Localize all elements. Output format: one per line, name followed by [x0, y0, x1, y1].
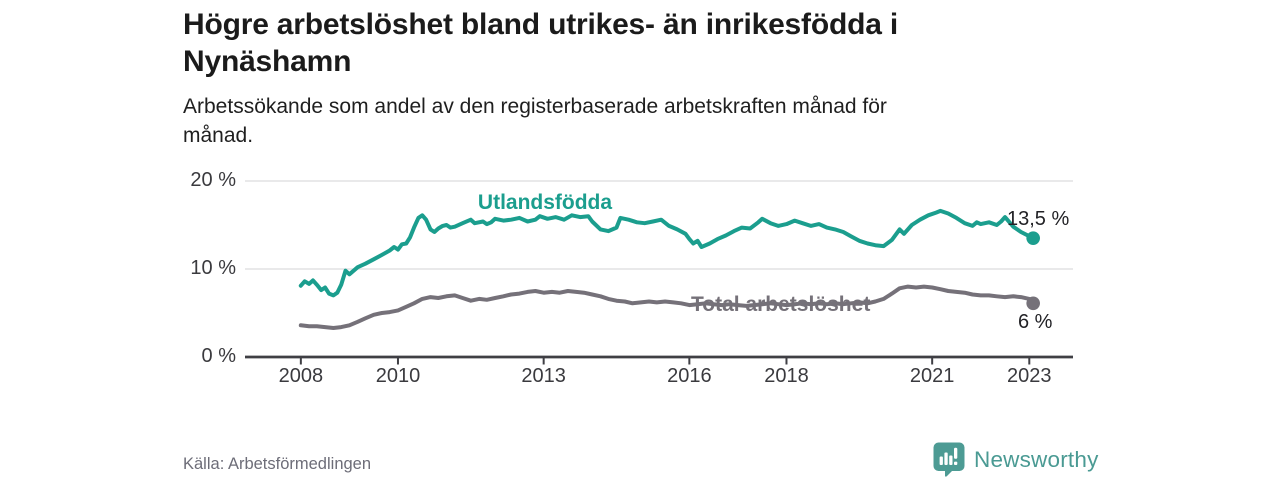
newsworthy-logo: Newsworthy: [933, 442, 1099, 477]
chart-subtitle-line-1: Arbetssökande som andel av den registerb…: [183, 95, 887, 118]
end-dot-0: [1026, 231, 1040, 245]
chart-title-line-1: Högre arbetslöshet bland utrikes- än inr…: [183, 8, 898, 41]
end-value-label-utlandsfodda: 13,5 %: [1007, 208, 1070, 230]
source-attribution: Källa: Arbetsförmedlingen: [183, 455, 372, 473]
end-dot-1: [1026, 296, 1040, 311]
series-line-0: [298, 208, 1036, 298]
newsworthy-pin-barchart-icon: [933, 442, 965, 477]
series-label-total-arbetsloshet: Total arbetslöshet: [691, 293, 871, 316]
chart-subtitle: Arbetssökande som andel av den registerb…: [183, 92, 1083, 150]
chart-subtitle-line-2: månad.: [183, 124, 254, 147]
newsworthy-wordmark: Newsworthy: [974, 446, 1099, 472]
chart-title: Högre arbetslöshet bland utrikes- än inr…: [183, 6, 1163, 80]
series-line-1: [298, 284, 1036, 330]
chart-title-line-2: Nynäshamn: [183, 45, 352, 78]
end-value-label-total: 6 %: [1018, 311, 1053, 333]
series-label-utlandsfodda: Utlandsfödda: [477, 191, 613, 214]
